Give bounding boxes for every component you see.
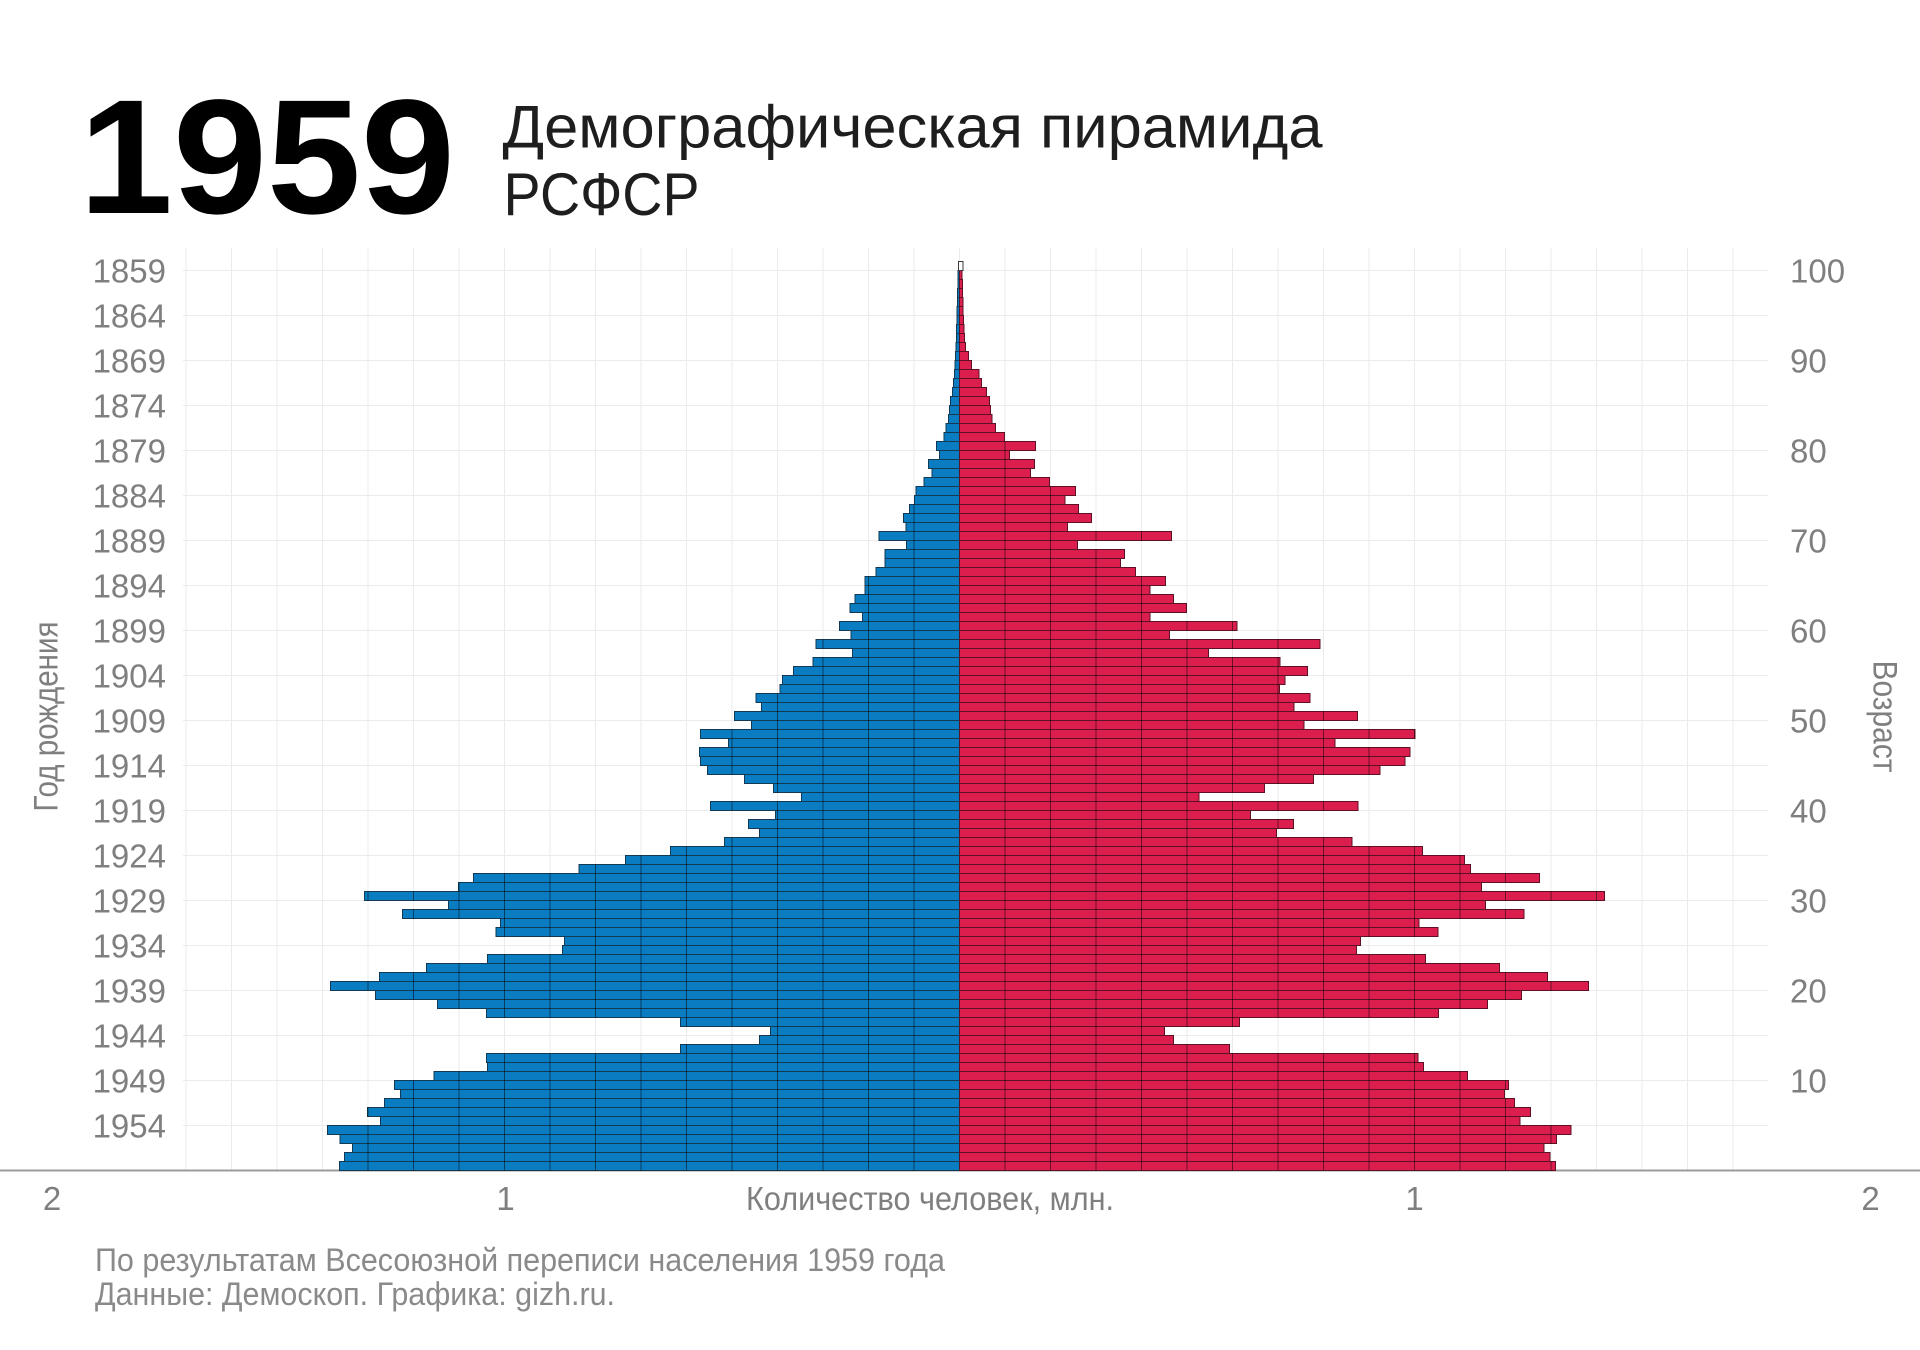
- svg-text:1: 1: [1405, 1180, 1423, 1217]
- svg-text:Возраст: Возраст: [1866, 661, 1904, 773]
- svg-text:20: 20: [1790, 973, 1827, 1010]
- svg-text:1864: 1864: [93, 298, 166, 335]
- svg-text:Данные: Демоскоп. Графика: giz: Данные: Демоскоп. Графика: gizh.ru.: [95, 1276, 615, 1312]
- svg-text:1934: 1934: [93, 928, 166, 965]
- svg-text:1909: 1909: [93, 703, 166, 740]
- svg-text:50: 50: [1790, 703, 1827, 740]
- svg-text:2: 2: [1861, 1180, 1879, 1217]
- svg-text:80: 80: [1790, 433, 1827, 470]
- svg-text:1874: 1874: [93, 388, 166, 425]
- svg-text:1929: 1929: [93, 883, 166, 920]
- svg-text:30: 30: [1790, 883, 1827, 920]
- svg-text:1894: 1894: [93, 568, 166, 605]
- svg-text:1884: 1884: [93, 478, 166, 515]
- svg-text:70: 70: [1790, 523, 1827, 560]
- svg-text:Демографическая пирамида: Демографическая пирамида: [503, 94, 1324, 161]
- svg-text:60: 60: [1790, 613, 1827, 650]
- svg-text:40: 40: [1790, 793, 1827, 830]
- svg-text:1859: 1859: [93, 253, 166, 290]
- svg-text:10: 10: [1790, 1063, 1827, 1100]
- svg-text:1869: 1869: [93, 343, 166, 380]
- svg-text:1899: 1899: [93, 613, 166, 650]
- svg-text:1949: 1949: [93, 1063, 166, 1100]
- svg-text:1924: 1924: [93, 838, 166, 875]
- svg-text:По результатам Всесоюзной пере: По результатам Всесоюзной переписи насел…: [95, 1242, 945, 1278]
- svg-text:1959: 1959: [79, 65, 455, 248]
- svg-text:1904: 1904: [93, 658, 166, 695]
- svg-text:90: 90: [1790, 343, 1827, 380]
- svg-text:1889: 1889: [93, 523, 166, 560]
- svg-text:1919: 1919: [93, 793, 166, 830]
- svg-text:РСФСР: РСФСР: [504, 161, 700, 228]
- svg-text:100: 100: [1790, 253, 1845, 290]
- svg-text:Год рождения: Год рождения: [28, 622, 66, 812]
- svg-text:1954: 1954: [93, 1108, 166, 1145]
- svg-text:Количество человек, млн.: Количество человек, млн.: [746, 1180, 1114, 1217]
- svg-text:1944: 1944: [93, 1018, 166, 1055]
- svg-text:1: 1: [496, 1180, 514, 1217]
- svg-text:1939: 1939: [93, 973, 166, 1010]
- svg-text:1914: 1914: [93, 748, 166, 785]
- svg-text:2: 2: [43, 1180, 61, 1217]
- svg-text:1879: 1879: [93, 433, 166, 470]
